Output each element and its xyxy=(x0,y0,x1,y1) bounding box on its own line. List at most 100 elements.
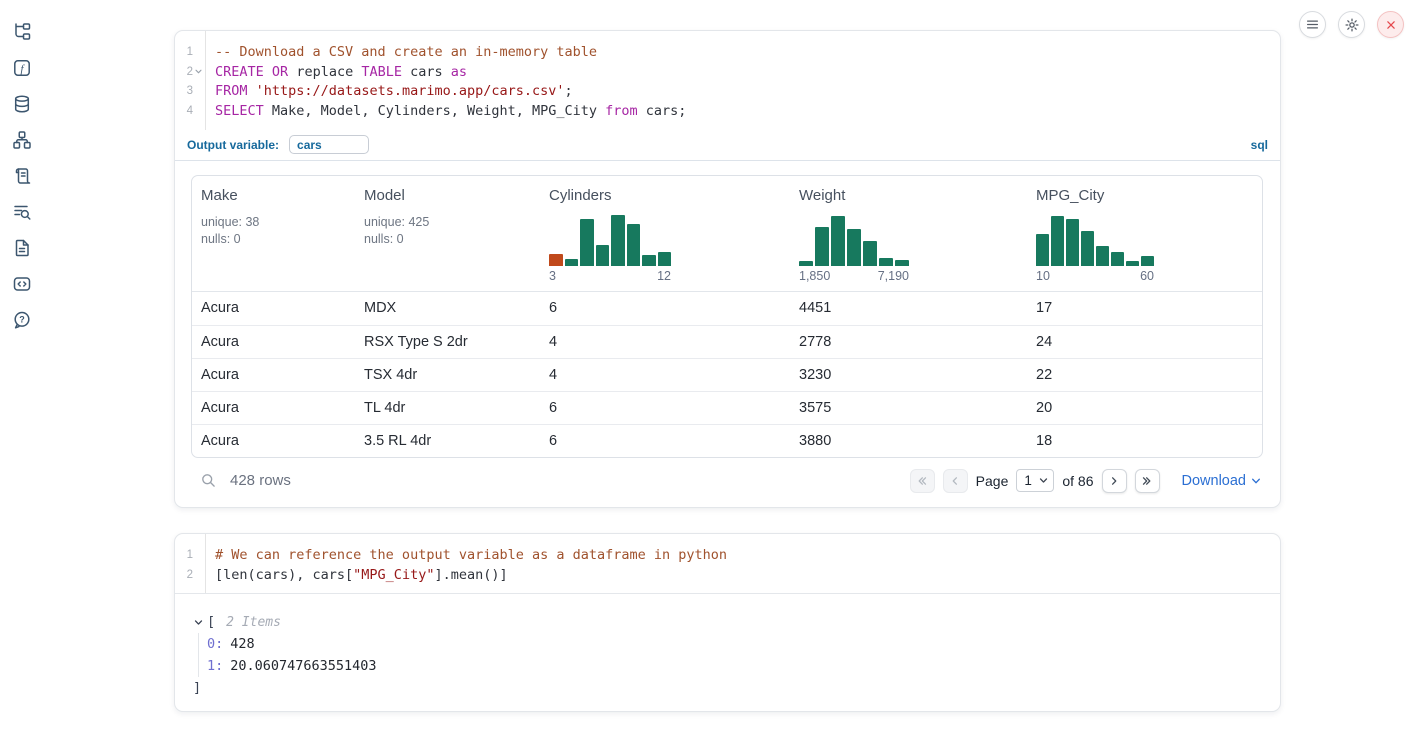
histogram-bar xyxy=(596,245,610,266)
logs-panel-button[interactable] xyxy=(12,166,32,186)
page-select[interactable]: 1 xyxy=(1016,469,1054,492)
code-token: cars; xyxy=(638,103,687,119)
histogram-bar xyxy=(1051,216,1064,266)
documentation-panel-button[interactable] xyxy=(12,238,32,258)
histogram-axis: 10 60 xyxy=(1036,269,1154,283)
variables-panel-button[interactable]: f xyxy=(12,58,32,78)
tree-close-bracket: ] xyxy=(193,680,201,696)
next-page-button[interactable] xyxy=(1102,469,1127,493)
axis-min-label: 10 xyxy=(1036,269,1050,283)
table-row: Acura3.5 RL 4dr6388018 xyxy=(192,424,1262,457)
column-stat: nulls: 0 xyxy=(201,231,355,248)
help-panel-button[interactable]: ? xyxy=(12,310,32,330)
line-number-gutter: 4 xyxy=(175,105,205,117)
axis-max-label: 7,190 xyxy=(878,269,909,283)
tree-entry-key: 0: xyxy=(207,636,223,652)
sql-code-editor[interactable]: 1-- Download a CSV and create an in-memo… xyxy=(175,31,1280,130)
table-cell: 3575 xyxy=(790,400,1027,416)
dependency-graph-panel-button[interactable] xyxy=(12,130,32,150)
code-fold-chevron-icon[interactable] xyxy=(194,67,203,76)
download-button[interactable]: Download xyxy=(1182,473,1263,489)
line-number: 1 xyxy=(175,549,193,561)
table-cell: 17 xyxy=(1027,300,1262,316)
table-cell: 2778 xyxy=(790,334,1027,350)
chevron-left-icon xyxy=(948,474,962,488)
first-page-button[interactable] xyxy=(910,469,935,493)
datasources-panel-button[interactable] xyxy=(12,94,32,114)
histogram-bar xyxy=(799,261,813,266)
hamburger-menu-icon xyxy=(1305,17,1320,32)
histogram-bar xyxy=(1081,231,1094,266)
code-token: # We can reference the output variable a… xyxy=(215,547,727,563)
histogram-bar xyxy=(580,219,594,266)
snippets-icon xyxy=(12,274,32,294)
svg-text:?: ? xyxy=(19,314,25,324)
output-variable-label: Output variable: xyxy=(187,138,279,152)
file-tree-panel-button[interactable] xyxy=(12,22,32,42)
column-stat: unique: 38 xyxy=(201,214,355,231)
page-select-value: 1 xyxy=(1024,473,1032,488)
code-token xyxy=(264,64,272,80)
code-token: SELECT xyxy=(215,103,264,119)
tree-item-count: 2 Items xyxy=(226,615,281,630)
documentation-icon xyxy=(12,238,32,258)
histogram-bar xyxy=(627,224,641,266)
shutdown-button[interactable] xyxy=(1377,11,1404,38)
download-label: Download xyxy=(1182,473,1247,489)
page-total: of 86 xyxy=(1062,473,1093,489)
row-count: 428 rows xyxy=(230,472,291,489)
column-header-make[interactable]: Makeunique: 38nulls: 0 xyxy=(192,187,355,283)
axis-max-label: 60 xyxy=(1140,269,1154,283)
svg-text:f: f xyxy=(20,63,25,75)
column-header-weight[interactable]: Weight1,8507,190 xyxy=(790,187,1027,283)
snippets-panel-button[interactable] xyxy=(12,274,32,294)
column-name: Cylinders xyxy=(549,187,790,204)
table-cell: 3.5 RL 4dr xyxy=(355,433,540,449)
search-icon[interactable] xyxy=(200,472,217,489)
tree-entry: 0:428 xyxy=(207,633,1264,655)
histogram-bar xyxy=(847,229,861,266)
table-cell: TSX 4dr xyxy=(355,367,540,383)
chevron-down-icon xyxy=(1038,475,1049,486)
table-row: AcuraRSX Type S 2dr4277824 xyxy=(192,325,1262,358)
histogram-bar xyxy=(815,227,829,266)
menu-button[interactable] xyxy=(1299,11,1326,38)
histogram-bar xyxy=(565,259,579,266)
prev-page-button[interactable] xyxy=(943,469,968,493)
line-number-gutter: 2 xyxy=(175,66,205,78)
column-header-cylinders[interactable]: Cylinders 312 xyxy=(540,187,790,283)
close-icon xyxy=(1384,18,1398,32)
histogram-bar xyxy=(611,215,625,266)
axis-max-label: 12 xyxy=(657,269,671,283)
column-stat: unique: 425 xyxy=(364,214,540,231)
code-token xyxy=(248,83,256,99)
histogram-bar xyxy=(1111,252,1124,266)
fold-gutter xyxy=(193,46,203,58)
file-tree-icon xyxy=(12,22,32,42)
fold-gutter xyxy=(193,549,203,561)
notebook-actions xyxy=(1299,11,1404,38)
table-cell: 6 xyxy=(540,400,790,416)
column-header-mpg_city[interactable]: MPG_City1060 xyxy=(1027,187,1262,283)
table-cell: 20 xyxy=(1027,400,1262,416)
datasources-icon xyxy=(12,94,32,114)
code-token: Make, Model, Cylinders, Weight, MPG_City xyxy=(264,103,605,119)
pagination: Page 1 of 86 Download xyxy=(910,469,1262,493)
tree-collapse-chevron-icon[interactable] xyxy=(193,617,204,628)
output-variable-input[interactable] xyxy=(289,135,369,154)
code-line: 2[len(cars), cars["MPG_City"].mean()] xyxy=(175,565,1280,585)
table-cell: RSX Type S 2dr xyxy=(355,334,540,350)
column-header-model[interactable]: Modelunique: 425nulls: 0 xyxy=(355,187,540,283)
page-label: Page xyxy=(976,473,1009,489)
sql-cell: 1-- Download a CSV and create an in-memo… xyxy=(174,30,1281,508)
python-code-editor[interactable]: 1 # We can reference the output variable … xyxy=(175,534,1280,594)
output-variable-row: Output variable: sql xyxy=(175,130,1280,161)
search-panel-button[interactable] xyxy=(12,202,32,222)
settings-button[interactable] xyxy=(1338,11,1365,38)
histogram-axis: 312 xyxy=(549,269,671,283)
code-text: CREATE OR replace TABLE cars as xyxy=(205,64,467,80)
last-page-button[interactable] xyxy=(1135,469,1160,493)
code-token: cars xyxy=(402,64,451,80)
code-token: as xyxy=(451,64,467,80)
fold-gutter xyxy=(193,85,203,97)
